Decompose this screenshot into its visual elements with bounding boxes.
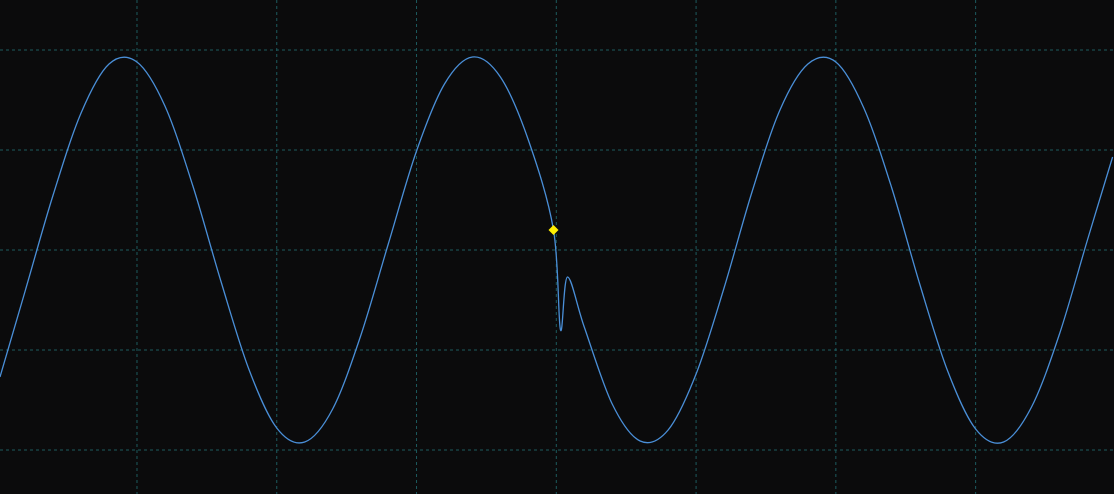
trigger-marker [548, 225, 559, 235]
trace [0, 56, 1114, 444]
